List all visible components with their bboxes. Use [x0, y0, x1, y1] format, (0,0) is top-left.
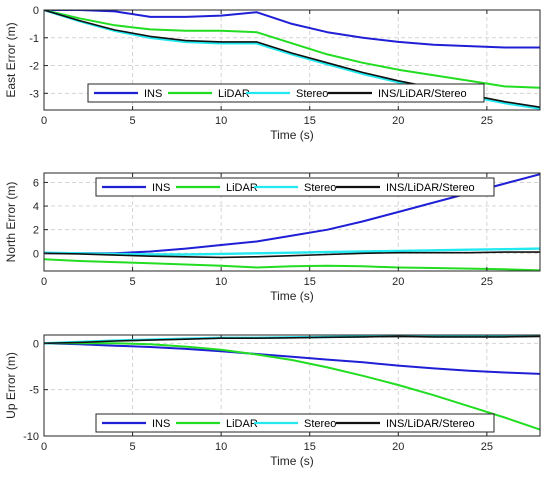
axes-box	[43, 334, 541, 437]
subplot-3: 0 5 10 15 20 25 0 -5 -10 Time (s) Up Error (m) INS L…	[4, 334, 541, 468]
legend-label: Stereo	[304, 418, 336, 430]
y-tick-label: -10	[23, 431, 39, 443]
y-tick-label: 2	[33, 225, 39, 237]
x-tick-label: 5	[130, 441, 136, 453]
x-tick-label: 5	[130, 276, 136, 288]
x-tick-label: 15	[304, 276, 316, 288]
series-line-stereo	[44, 247, 540, 256]
x-tick-label: 0	[41, 441, 47, 453]
series-line-lidar	[44, 258, 540, 271]
legend-label: Stereo	[304, 182, 336, 194]
legend: INS LiDAR Stereo INS/LiDAR/Stereo	[87, 83, 485, 103]
series-line-ins	[44, 10, 540, 49]
x-axis-label: Time (s)	[270, 289, 314, 303]
x-tick-label: 15	[304, 115, 316, 127]
subplot-1: 0 5 10 15 20 25 0 -1 -2 -3 Time (s) East Error (m) I…	[4, 5, 541, 142]
legend-label: INS	[152, 418, 170, 430]
x-tick-label: 20	[392, 441, 404, 453]
axes-box	[43, 172, 541, 272]
x-tick-label: 25	[481, 115, 493, 127]
x-tick-label: 20	[392, 115, 404, 127]
x-tick-label: 10	[215, 276, 227, 288]
y-tick-label: 0	[33, 338, 39, 350]
x-tick-label: 15	[304, 441, 316, 453]
y-axis-label: North Error (m)	[4, 182, 18, 263]
legend-label: LiDAR	[226, 182, 258, 194]
series-line-lidar	[44, 10, 540, 89]
legend-label: INS/LiDAR/Stereo	[378, 88, 467, 100]
series-line-ins-lidar-stereo	[44, 335, 540, 345]
legend-label: Stereo	[296, 88, 328, 100]
y-tick-label: -5	[29, 385, 39, 397]
x-tick-label: 20	[392, 276, 404, 288]
x-tick-label: 10	[215, 441, 227, 453]
legend-label: LiDAR	[218, 88, 250, 100]
legend-label: INS/LiDAR/Stereo	[386, 418, 475, 430]
y-tick-label: -2	[29, 61, 39, 73]
y-tick-label: -1	[29, 33, 39, 45]
x-tick-label: 25	[481, 276, 493, 288]
legend-label: INS	[152, 182, 170, 194]
legend-label: INS/LiDAR/Stereo	[386, 182, 475, 194]
y-axis-label: East Error (m)	[4, 22, 18, 97]
x-axis-label: Time (s)	[270, 128, 314, 142]
y-tick-label: 4	[33, 201, 39, 213]
x-tick-label: 10	[215, 115, 227, 127]
series-line-lidar	[44, 342, 540, 431]
legend-label: LiDAR	[226, 418, 258, 430]
y-tick-label: 0	[33, 248, 39, 260]
legend: INS LiDAR Stereo INS/LiDAR/Stereo	[95, 413, 495, 433]
x-tick-label: 25	[481, 441, 493, 453]
y-axis-label: Up Error (m)	[4, 352, 18, 419]
y-tick-label: 0	[33, 5, 39, 17]
x-tick-label: 0	[41, 115, 47, 127]
y-tick-label: -3	[29, 88, 39, 100]
x-axis-label: Time (s)	[270, 454, 314, 468]
axes-box	[43, 9, 541, 111]
x-tick-label: 0	[41, 276, 47, 288]
series-line-ins	[44, 342, 540, 375]
y-tick-label: 6	[33, 177, 39, 189]
series-line-ins-lidar-stereo	[44, 251, 540, 259]
x-tick-label: 5	[130, 115, 136, 127]
legend-label: INS	[144, 88, 162, 100]
legend: INS LiDAR Stereo INS/LiDAR/Stereo	[95, 177, 495, 197]
